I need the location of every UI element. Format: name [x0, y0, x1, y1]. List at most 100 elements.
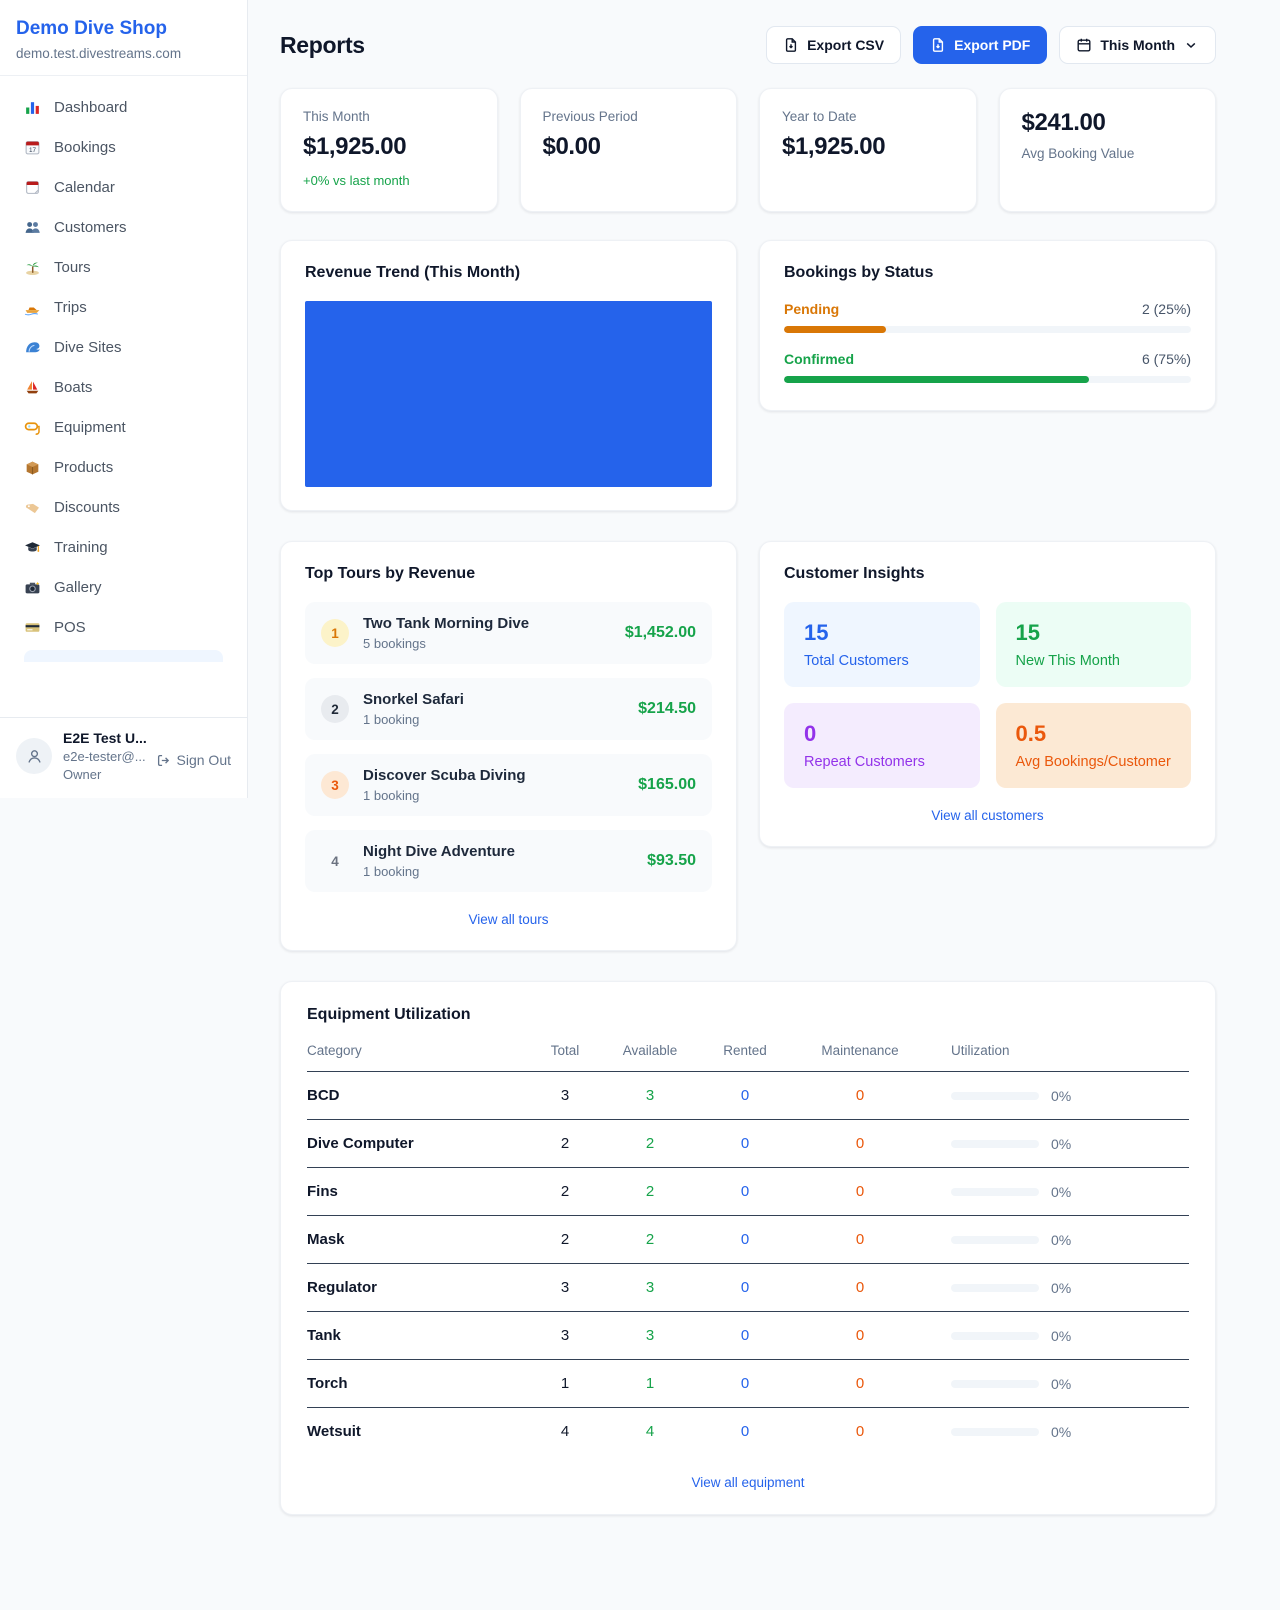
- available-cell: 1: [645, 1375, 655, 1392]
- sidebar-item-label: Trips: [54, 299, 87, 316]
- period-dropdown[interactable]: This Month: [1059, 26, 1216, 64]
- sidebar-item-dive-sites[interactable]: Dive Sites: [12, 330, 235, 365]
- rank-badge: 2: [321, 695, 349, 723]
- sidebar-item-gallery[interactable]: Gallery: [12, 570, 235, 605]
- available-cell: 3: [645, 1279, 655, 1296]
- utilization-cell: 0%: [925, 1232, 1189, 1248]
- view-all-customers-link[interactable]: View all customers: [784, 808, 1191, 823]
- status-label: Confirmed: [784, 351, 854, 367]
- panel-title: Top Tours by Revenue: [305, 565, 476, 582]
- available-cell: 2: [645, 1183, 655, 1200]
- insight-label: Total Customers: [804, 653, 909, 669]
- equipment-table-header: Category Total Available Rented Maintena…: [307, 1043, 1189, 1072]
- insight-total-customers: 15 Total Customers: [784, 602, 980, 687]
- tour-bookings: 1 booking: [363, 864, 420, 879]
- sidebar-item-label: Dive Sites: [54, 339, 122, 356]
- view-all-equipment-link[interactable]: View all equipment: [307, 1475, 1189, 1490]
- utilization-cell: 0%: [925, 1088, 1189, 1104]
- export-pdf-button[interactable]: Export PDF: [913, 26, 1048, 64]
- sign-out-label: Sign Out: [176, 752, 231, 768]
- sidebar-item-customers[interactable]: Customers: [12, 210, 235, 245]
- available-cell: 3: [645, 1327, 655, 1344]
- user-panel: E2E Test U... e2e-tester@... Owner Sign …: [0, 717, 247, 798]
- utilization-cell: 0%: [925, 1376, 1189, 1392]
- shop-domain: demo.test.divestreams.com: [16, 46, 182, 61]
- user-email: e2e-tester@...: [63, 749, 146, 764]
- sidebar-item-pos[interactable]: POS: [12, 610, 235, 645]
- tour-bookings: 5 bookings: [363, 636, 426, 651]
- tour-name: Snorkel Safari: [363, 691, 464, 708]
- rented-cell: 0: [740, 1423, 750, 1440]
- available-cell: 4: [645, 1423, 655, 1440]
- sidebar-item-dashboard[interactable]: Dashboard: [12, 90, 235, 125]
- column-header: Maintenance: [821, 1043, 899, 1058]
- table-row: Fins 2 2 0 0 0%: [307, 1168, 1189, 1216]
- ocean-wave-icon: [24, 339, 41, 356]
- export-csv-button[interactable]: Export CSV: [766, 26, 902, 64]
- status-label: Pending: [784, 301, 840, 317]
- equipment-category: Torch: [307, 1375, 348, 1392]
- speedboat-icon: [24, 299, 41, 316]
- revenue-trend-chart: [305, 301, 712, 487]
- rented-cell: 0: [740, 1135, 750, 1152]
- equipment-category: Regulator: [307, 1279, 378, 1296]
- sidebar-item-training[interactable]: Training: [12, 530, 235, 565]
- sidebar-item-bookings[interactable]: 17 Bookings: [12, 130, 235, 165]
- stat-label: Year to Date: [782, 109, 857, 124]
- stat-value: $241.00: [1021, 109, 1106, 136]
- column-header: Rented: [723, 1043, 767, 1058]
- top-tours-panel: Top Tours by Revenue 1 Two Tank Morning …: [280, 541, 737, 951]
- rented-cell: 0: [740, 1087, 750, 1104]
- stat-card-this-month: This Month $1,925.00 +0% vs last month: [280, 88, 498, 212]
- credit-card-icon: [24, 619, 41, 636]
- sidebar-item-calendar[interactable]: Calendar: [12, 170, 235, 205]
- sidebar-item-boats[interactable]: Boats: [12, 370, 235, 405]
- insight-value: 15: [804, 620, 829, 645]
- insight-label: Repeat Customers: [804, 754, 925, 770]
- stat-delta: +0% vs last month: [303, 173, 410, 188]
- insights-row: Top Tours by Revenue 1 Two Tank Morning …: [280, 541, 1216, 951]
- total-cell: 3: [560, 1327, 570, 1344]
- revenue-trend-panel: Revenue Trend (This Month): [280, 240, 737, 511]
- total-cell: 1: [560, 1375, 570, 1392]
- maintenance-cell: 0: [855, 1327, 865, 1344]
- sidebar-item-reports-active-partial[interactable]: [24, 650, 223, 662]
- sidebar-item-label: Training: [54, 539, 108, 556]
- sidebar-item-trips[interactable]: Trips: [12, 290, 235, 325]
- total-cell: 2: [560, 1183, 570, 1200]
- tour-revenue: $214.50: [638, 700, 696, 717]
- total-cell: 3: [560, 1087, 570, 1104]
- view-all-tours-link[interactable]: View all tours: [305, 912, 712, 927]
- sidebar-item-label: Dashboard: [54, 99, 128, 116]
- sidebar-item-label: Calendar: [54, 179, 115, 196]
- table-row: Mask 2 2 0 0 0%: [307, 1216, 1189, 1264]
- stat-label: Avg Booking Value: [1021, 146, 1135, 161]
- sidebar-item-label: Discounts: [54, 499, 120, 516]
- stat-value: $1,925.00: [782, 133, 886, 160]
- available-cell: 2: [645, 1135, 655, 1152]
- column-header: Category: [307, 1043, 362, 1058]
- insight-label: New This Month: [1015, 653, 1121, 669]
- utilization-cell: 0%: [925, 1424, 1189, 1440]
- utilization-bar: [951, 1283, 1039, 1292]
- sign-out-button[interactable]: Sign Out: [156, 752, 231, 768]
- stat-value: $0.00: [542, 133, 601, 160]
- sidebar-item-tours[interactable]: Tours: [12, 250, 235, 285]
- rank-badge: 1: [321, 619, 349, 647]
- sidebar-item-discounts[interactable]: Discounts: [12, 490, 235, 525]
- person-icon: [27, 749, 41, 763]
- sidebar-item-products[interactable]: Products: [12, 450, 235, 485]
- bookings-by-status-panel: Bookings by Status Pending 2 (25%) Confi…: [759, 240, 1216, 411]
- sidebar-item-equipment[interactable]: Equipment: [12, 410, 235, 445]
- tour-name: Discover Scuba Diving: [363, 767, 526, 784]
- tour-bookings: 1 booking: [363, 712, 420, 727]
- utilization-percent: 0%: [1051, 1327, 1072, 1344]
- sidebar-item-label: POS: [54, 619, 86, 636]
- tear-off-calendar-icon: [24, 179, 41, 196]
- panel-title: Customer Insights: [784, 565, 925, 582]
- total-cell: 2: [560, 1231, 570, 1248]
- utilization-cell: 0%: [925, 1184, 1189, 1200]
- maintenance-cell: 0: [855, 1279, 865, 1296]
- tour-row: 1 Two Tank Morning Dive 5 bookings $1,45…: [305, 602, 712, 664]
- period-label: This Month: [1100, 37, 1175, 53]
